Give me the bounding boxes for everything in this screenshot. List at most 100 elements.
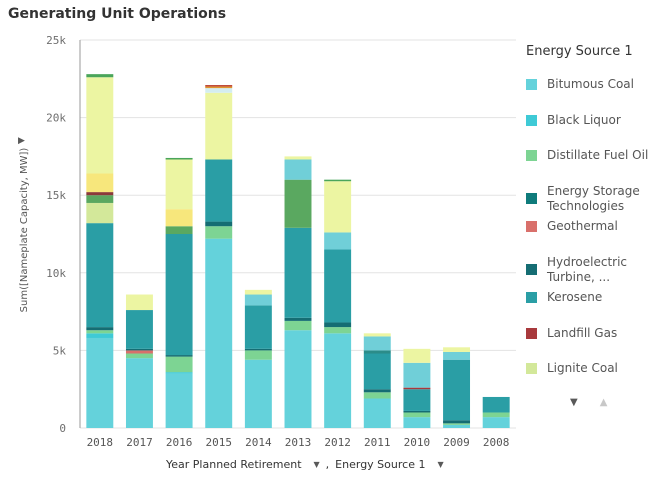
bar-segment[interactable] [363, 398, 391, 428]
bar-segment[interactable] [86, 330, 114, 334]
legend-scroll-up-icon[interactable]: ▲ [599, 397, 608, 408]
bar-segment[interactable] [324, 322, 352, 328]
x-tick-label[interactable]: 2014 [245, 436, 272, 449]
bar-segment[interactable] [244, 359, 272, 428]
bar-segment[interactable] [403, 348, 431, 363]
bar-segment[interactable] [205, 159, 233, 222]
bars[interactable] [86, 74, 510, 428]
bar-segment[interactable] [86, 333, 114, 338]
bar-segment[interactable] [125, 348, 153, 351]
bar-segment[interactable] [482, 412, 510, 418]
bar-segment[interactable] [284, 227, 312, 318]
legend-item[interactable]: Black Liquor [526, 113, 666, 128]
bar-segment[interactable] [363, 353, 391, 390]
x-axis-ticks[interactable]: 2018 2017 2016 2015 2014 2013 2012 2011 2010 2009… [87, 436, 510, 449]
bar-segment[interactable] [403, 417, 431, 428]
bar-segment[interactable] [205, 238, 233, 428]
bar-segment[interactable] [165, 157, 193, 160]
bar-segment[interactable] [363, 336, 391, 351]
x-tick-label[interactable]: 2017 [126, 436, 153, 449]
bar-segment[interactable] [443, 423, 471, 425]
bar-segment[interactable] [443, 424, 471, 428]
bar-segment[interactable] [165, 209, 193, 227]
legend-item[interactable]: Bitumous Coal [526, 77, 666, 92]
x-tick-label[interactable]: 2012 [324, 436, 351, 449]
bar-segment[interactable] [165, 234, 193, 356]
bar-segment[interactable] [86, 74, 114, 78]
bar-segment[interactable] [482, 396, 510, 413]
legend-item[interactable]: Kerosene [526, 290, 666, 305]
bar-segment[interactable] [284, 159, 312, 180]
legend-item[interactable]: Energy Storage Technologies [526, 184, 666, 214]
bar-segment[interactable] [284, 320, 312, 331]
x-axis-field-bar[interactable]: Year Planned Retirement ▼ , Energy Sourc… [166, 458, 444, 471]
bar-segment[interactable] [244, 348, 272, 351]
bar-segment[interactable] [205, 221, 233, 227]
bar-segment[interactable] [324, 249, 352, 323]
x-field-dropdown-icon[interactable]: ▼ [313, 460, 320, 469]
bar-segment[interactable] [443, 351, 471, 360]
bar-segment[interactable] [125, 350, 153, 354]
bar-segment[interactable] [165, 355, 193, 357]
bar-segment[interactable] [86, 337, 114, 428]
x-tick-label[interactable]: 2011 [364, 436, 391, 449]
bar-segment[interactable] [165, 159, 193, 210]
bar-segment[interactable] [284, 330, 312, 428]
bar-segment[interactable] [324, 333, 352, 428]
bar-segment[interactable] [86, 192, 114, 196]
bar-segment[interactable] [205, 88, 233, 93]
bar-segment[interactable] [205, 92, 233, 160]
legend-item[interactable]: Landfill Gas [526, 326, 666, 341]
y-axis-expand-icon[interactable]: ▶ [18, 136, 25, 146]
x-tick-label[interactable]: 2013 [285, 436, 312, 449]
bar-segment[interactable] [86, 223, 114, 328]
x-tick-label[interactable]: 2009 [443, 436, 470, 449]
x-axis-label[interactable]: Year Planned Retirement [166, 458, 302, 471]
bar-segment[interactable] [125, 310, 153, 349]
bar-segment[interactable] [482, 417, 510, 428]
bar-segment[interactable] [403, 362, 431, 388]
bar-segment[interactable] [443, 347, 471, 352]
bar-segment[interactable] [363, 392, 391, 399]
bar-segment[interactable] [86, 173, 114, 193]
bar-segment[interactable] [443, 420, 471, 424]
bar-segment[interactable] [125, 353, 153, 359]
x-tick-label[interactable]: 2015 [205, 436, 232, 449]
bar-segment[interactable] [205, 86, 233, 89]
bar-segment[interactable] [403, 412, 431, 418]
bar-segment[interactable] [324, 179, 352, 182]
bar-segment[interactable] [403, 387, 431, 390]
bar-segment[interactable] [363, 350, 391, 354]
bar-segment[interactable] [324, 181, 352, 233]
bar-segment[interactable] [125, 294, 153, 311]
bar-segment[interactable] [244, 294, 272, 306]
bar-segment[interactable] [86, 202, 114, 224]
bar-segment[interactable] [165, 373, 193, 428]
bar-segment[interactable] [403, 410, 431, 413]
x-field2-dropdown-icon[interactable]: ▼ [437, 460, 444, 469]
bar-segment[interactable] [244, 289, 272, 295]
bar-segment[interactable] [284, 156, 312, 160]
bar-segment[interactable] [363, 333, 391, 337]
bar-segment[interactable] [165, 372, 193, 374]
legend-item[interactable]: Lignite Coal [526, 361, 666, 376]
x-axis-second-label[interactable]: Energy Source 1 [335, 458, 426, 471]
bar-segment[interactable] [443, 359, 471, 421]
bar-segment[interactable] [324, 232, 352, 250]
x-tick-label[interactable]: 2016 [166, 436, 193, 449]
bar-segment[interactable] [86, 77, 114, 174]
bar-segment[interactable] [284, 179, 312, 228]
bar-segment[interactable] [284, 317, 312, 321]
legend-item[interactable]: Distillate Fuel Oil [526, 148, 666, 163]
bar-segment[interactable] [324, 327, 352, 334]
bar-segment[interactable] [363, 389, 391, 393]
x-tick-label[interactable]: 2010 [404, 436, 431, 449]
x-tick-label[interactable]: 2018 [87, 436, 114, 449]
bar-segment[interactable] [125, 358, 153, 428]
legend-item[interactable]: Hydroelectric Turbine, ... [526, 255, 666, 285]
bar-segment[interactable] [205, 85, 233, 87]
plot-area[interactable]: 0 5k 10k 15k 20k 25k 2018 2017 2016 2015 2014 2013… [0, 0, 520, 481]
legend-scroll-down-icon[interactable]: ▼ [570, 397, 578, 408]
bar-segment[interactable] [165, 226, 193, 234]
bar-segment[interactable] [86, 327, 114, 331]
